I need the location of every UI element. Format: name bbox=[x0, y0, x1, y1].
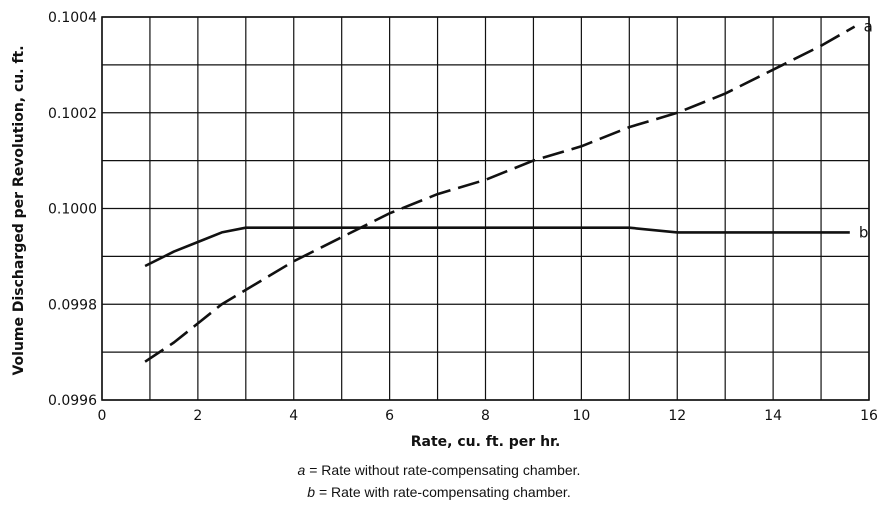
x-tick-label: 4 bbox=[289, 408, 298, 424]
y-tick-label: 0.1004 bbox=[48, 10, 97, 26]
x-tick-label: 8 bbox=[481, 408, 490, 424]
y-tick-label: 0.0998 bbox=[48, 297, 97, 313]
x-tick-label: 2 bbox=[193, 408, 202, 424]
x-tick-labels: 0 2 4 6 8 10 12 14 16 bbox=[98, 408, 878, 424]
note-a-key: a bbox=[297, 462, 306, 478]
note-b-key: b bbox=[307, 484, 316, 500]
series-label-b: b bbox=[859, 223, 869, 241]
y-tick-label: 0.1000 bbox=[48, 202, 97, 218]
note-a: a = Rate without rate-compensating chamb… bbox=[0, 462, 878, 478]
x-tick-label: 14 bbox=[764, 408, 782, 424]
series-lines bbox=[144, 25, 856, 363]
y-axis-label: Volume Discharged per Revolution, cu. ft… bbox=[11, 45, 27, 375]
chart: 0 2 4 6 8 10 12 14 16 0.09960.09980.10000.10020.… bbox=[11, 10, 878, 450]
y-tick-label: 0.1002 bbox=[48, 106, 97, 122]
series-label-a: a bbox=[864, 18, 873, 36]
x-tick-label: 6 bbox=[385, 408, 394, 424]
plot-frame bbox=[101, 16, 870, 401]
series-line-b bbox=[144, 226, 850, 268]
x-axis-label: Rate, cu. ft. per hr. bbox=[411, 434, 561, 450]
y-tick-label: 0.0996 bbox=[48, 393, 97, 409]
x-tick-label: 10 bbox=[572, 408, 590, 424]
series-line-a bbox=[144, 25, 856, 363]
note-b-text: = Rate with rate-compensating chamber. bbox=[315, 484, 571, 500]
grid bbox=[101, 16, 870, 401]
note-b: b = Rate with rate-compensating chamber. bbox=[0, 484, 878, 500]
note-a-text: = Rate without rate-compensating chamber… bbox=[305, 462, 581, 478]
x-tick-label: 16 bbox=[860, 408, 878, 424]
y-tick-labels: 0.0996 0.0998 0.1000 0.1002 0.1004 bbox=[48, 10, 97, 409]
x-tick-label: 12 bbox=[668, 408, 686, 424]
x-tick-label: 0 bbox=[98, 408, 107, 424]
series-labels: ab bbox=[859, 18, 873, 242]
